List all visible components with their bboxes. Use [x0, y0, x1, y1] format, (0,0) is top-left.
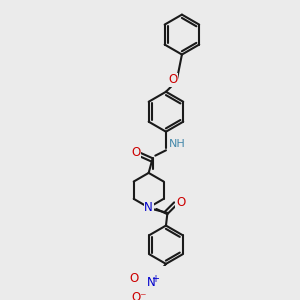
- Text: N: N: [147, 276, 156, 289]
- Text: NH: NH: [169, 139, 185, 148]
- Text: +: +: [151, 274, 159, 284]
- Text: O: O: [176, 196, 185, 209]
- Text: O: O: [129, 272, 139, 285]
- Text: O⁻: O⁻: [132, 291, 147, 300]
- Text: N: N: [144, 201, 153, 214]
- Text: O: O: [131, 146, 141, 160]
- Text: O: O: [168, 73, 177, 86]
